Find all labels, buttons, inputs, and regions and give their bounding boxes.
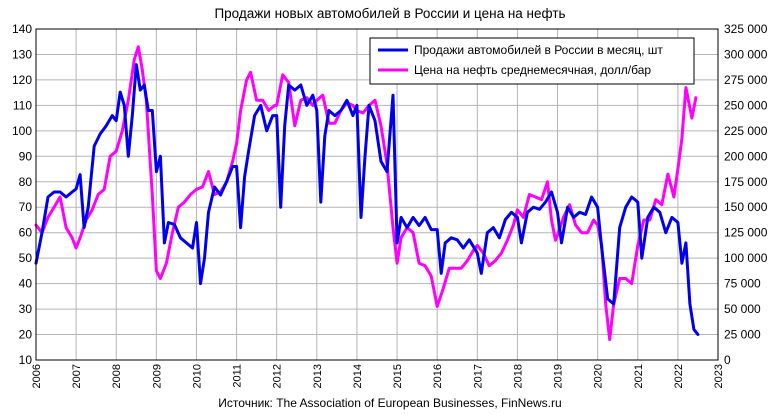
- x-tick-label: 2006: [31, 364, 43, 388]
- left-tick-label: 50: [19, 251, 33, 265]
- x-tick-label: 2019: [553, 364, 565, 388]
- legend-box: [369, 37, 695, 85]
- x-tick-label: 2021: [633, 364, 645, 388]
- x-tick-label: 2018: [512, 364, 524, 388]
- right-tick-label: 100 000: [724, 251, 768, 265]
- x-tick-label: 2014: [352, 364, 364, 388]
- left-tick-label: 40: [19, 277, 33, 291]
- source-note: Источник: The Association of European Bu…: [218, 396, 561, 410]
- legend-label-sales: Продажи автомобилей в России в месяц, шт: [414, 43, 663, 57]
- right-tick-label: 150 000: [724, 200, 768, 214]
- x-tick-label: 2010: [191, 364, 203, 388]
- left-tick-label: 140: [12, 22, 32, 36]
- series-lines: [34, 45, 700, 342]
- right-tick-label: 175 000: [724, 175, 768, 189]
- right-tick-label: 275 000: [724, 73, 768, 87]
- left-tick-label: 110: [13, 98, 32, 112]
- x-tick-label: 2020: [593, 364, 605, 388]
- left-tick-label: 30: [19, 302, 33, 316]
- right-tick-label: 25 000: [724, 328, 761, 342]
- x-tick-label: 2015: [392, 364, 404, 388]
- right-tick-label: 75 000: [724, 277, 761, 291]
- left-tick-label: 100: [12, 124, 32, 138]
- x-tick-label: 2022: [673, 364, 685, 388]
- left-tick-label: 90: [19, 149, 33, 163]
- x-tick-label: 2009: [151, 364, 163, 388]
- x-tick-label: 2023: [713, 364, 725, 388]
- right-tick-label: 300 000: [724, 47, 768, 61]
- x-tick-label: 2008: [111, 364, 123, 388]
- x-tick-label: 2012: [272, 364, 284, 388]
- right-tick-label: 50 000: [724, 302, 761, 316]
- right-tick-label: 125 000: [724, 226, 768, 240]
- chart-title: Продажи новых автомобилей в России и цен…: [214, 6, 565, 21]
- right-tick-label: 325 000: [724, 22, 768, 36]
- left-tick-label: 10: [19, 353, 33, 367]
- right-tick-label: 225 000: [724, 124, 768, 138]
- left-tick-label: 80: [19, 175, 33, 189]
- plot-border: [35, 28, 719, 361]
- x-tick-label: 2011: [232, 364, 244, 388]
- x-tick-label: 2017: [472, 364, 484, 388]
- right-tick-label: 250 000: [724, 98, 768, 112]
- x-tick-label: 2013: [312, 364, 324, 388]
- legend: Продажи автомобилей в России в месяц, шт…: [369, 37, 695, 85]
- left-axis-ticks: 10 20 30 40 50 60 70 80 90 100 110 120 130 140: [12, 22, 32, 367]
- left-tick-label: 130: [12, 47, 32, 61]
- right-tick-label: 200 000: [724, 149, 768, 163]
- series-line-car-sales: [34, 63, 700, 336]
- left-tick-label: 20: [19, 328, 33, 342]
- left-tick-label: 120: [12, 73, 32, 87]
- right-tick-label: 0: [724, 353, 731, 367]
- left-tick-label: 70: [19, 200, 33, 214]
- legend-label-oil: Цена на нефть среднемесячная, долл/бар: [414, 63, 651, 77]
- x-tick-label: 2016: [432, 364, 444, 388]
- left-tick-label: 60: [19, 226, 33, 240]
- x-tick-label: 2007: [71, 364, 83, 388]
- right-axis-ticks: 0 25 000 50 000 75 000 100 000 125 000 150 000…: [724, 22, 768, 367]
- x-axis-ticks: 2006 2007 2008 2009 2010 2011 2012 2013 2014 2015…: [31, 364, 725, 388]
